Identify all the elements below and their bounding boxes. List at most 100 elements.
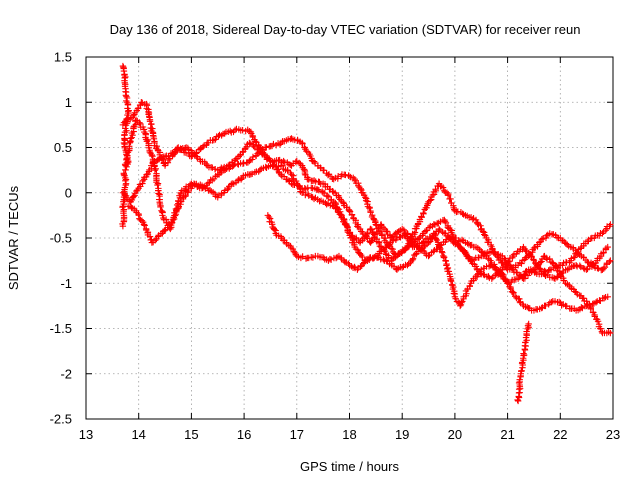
data-point xyxy=(439,249,446,256)
data-point xyxy=(456,302,464,310)
data-point xyxy=(439,184,447,191)
data-point xyxy=(604,293,611,301)
data-point xyxy=(299,253,306,260)
data-point xyxy=(324,192,331,200)
data-point xyxy=(138,217,146,224)
series-track-1 xyxy=(119,99,611,314)
data-point xyxy=(555,298,563,306)
data-point xyxy=(265,213,273,221)
data-point xyxy=(445,268,452,275)
data-point xyxy=(193,153,200,160)
data-point xyxy=(139,177,147,184)
data-point xyxy=(221,130,228,137)
data-point xyxy=(258,149,265,157)
data-point xyxy=(518,367,525,374)
data-point xyxy=(370,231,378,238)
data-point xyxy=(368,237,375,245)
data-point xyxy=(342,171,349,179)
data-point xyxy=(207,163,215,171)
data-point xyxy=(199,143,207,151)
data-point xyxy=(366,205,373,212)
data-point xyxy=(504,280,511,287)
data-point xyxy=(592,299,600,306)
data-point xyxy=(122,73,129,81)
data-point xyxy=(152,237,159,244)
data-point xyxy=(154,181,161,189)
data-point xyxy=(148,151,155,159)
data-point xyxy=(271,226,278,233)
data-point xyxy=(420,209,427,217)
data-point xyxy=(369,229,377,237)
data-point xyxy=(576,262,583,269)
data-point xyxy=(136,119,143,126)
axis-ticks: 13 14 15 16 17 18 19 20 21 22 23 -2.5 -2 -1.5 -1 -0.5 0 0… xyxy=(50,50,621,443)
data-point xyxy=(291,181,298,188)
data-point xyxy=(302,191,309,199)
data-point xyxy=(600,265,607,272)
data-point xyxy=(303,148,310,155)
data-point xyxy=(550,274,558,282)
data-point xyxy=(479,228,487,235)
data-point xyxy=(156,151,164,158)
y-tick-label: 0 xyxy=(65,185,72,200)
data-point xyxy=(367,209,374,216)
data-point xyxy=(138,99,145,106)
data-point xyxy=(467,257,474,264)
data-point xyxy=(135,211,142,219)
data-point xyxy=(305,176,312,183)
data-point xyxy=(315,187,323,194)
data-point xyxy=(606,258,613,266)
data-point xyxy=(595,265,602,272)
data-point xyxy=(337,210,344,218)
data-point xyxy=(594,318,602,325)
data-point xyxy=(237,176,245,183)
data-point xyxy=(150,158,157,166)
data-point xyxy=(425,252,432,260)
x-tick-label: 19 xyxy=(395,427,409,442)
data-point xyxy=(516,376,523,383)
data-point xyxy=(531,265,539,273)
data-point xyxy=(600,294,608,302)
data-point xyxy=(280,157,287,165)
data-point xyxy=(435,225,443,233)
data-point xyxy=(447,195,454,203)
data-point xyxy=(546,255,553,263)
series-track-7 xyxy=(119,62,132,230)
data-point xyxy=(299,140,306,147)
y-tick-label: -1.5 xyxy=(50,321,72,336)
data-point xyxy=(226,127,234,135)
data-point xyxy=(577,245,584,252)
data-point xyxy=(300,166,308,173)
data-point xyxy=(444,192,452,199)
data-point xyxy=(388,245,395,252)
data-point xyxy=(415,235,423,242)
data-point xyxy=(325,257,332,264)
data-point xyxy=(332,201,340,208)
data-point xyxy=(310,158,318,165)
series-track-2 xyxy=(121,117,614,274)
data-point xyxy=(305,192,312,199)
series-track-3 xyxy=(124,162,614,287)
data-point xyxy=(140,221,148,228)
y-tick-label: 1.5 xyxy=(54,50,72,65)
data-point xyxy=(523,328,530,335)
data-point xyxy=(543,232,550,240)
data-point xyxy=(231,126,239,134)
data-point xyxy=(538,235,546,243)
data-point xyxy=(246,157,253,165)
data-point xyxy=(122,166,129,174)
data-point xyxy=(553,274,561,281)
data-point xyxy=(426,197,434,204)
data-point xyxy=(477,270,484,277)
data-point xyxy=(580,264,587,272)
data-point xyxy=(161,227,168,234)
data-point xyxy=(363,230,371,238)
data-point xyxy=(157,203,164,211)
data-point xyxy=(301,170,309,178)
data-point xyxy=(362,197,370,204)
data-point xyxy=(525,320,532,328)
data-point xyxy=(144,136,151,144)
x-tick-label: 16 xyxy=(237,427,251,442)
data-point xyxy=(607,257,614,264)
x-tick-label: 18 xyxy=(342,427,356,442)
